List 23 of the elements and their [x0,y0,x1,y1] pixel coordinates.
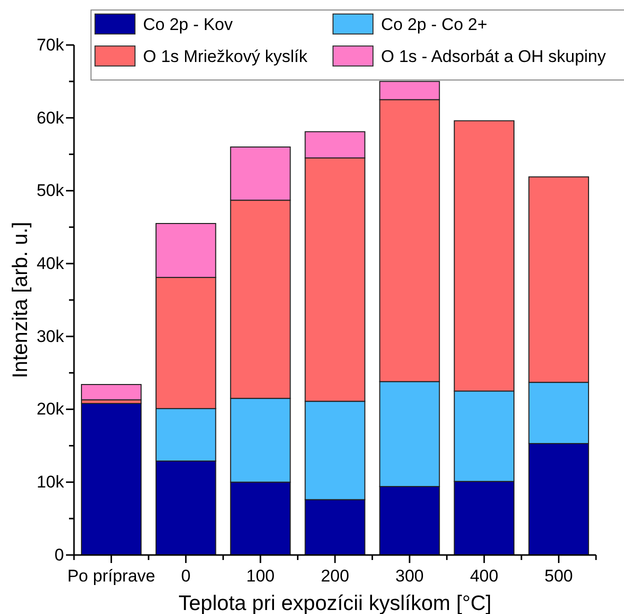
y-tick-label: 50k [36,181,64,200]
legend-label: O 1s - Adsorbát a OH skupiny [381,47,606,66]
x-axis-title: Teplota pri expozícii kyslíkom [°C] [178,592,492,614]
x-tick-label: 0 [181,566,191,586]
legend-label: Co 2p - Kov [143,15,234,34]
x-tick-label: 300 [395,566,424,586]
y-tick-label: 30k [36,326,64,346]
y-tick-label: 70k [36,35,64,54]
y-tick-label: 10k [36,472,64,492]
y-tick-label: 20k [36,400,64,419]
y-tick-label: 0 [54,545,64,564]
y-tick-label: 40k [36,254,64,274]
y-tick-label: 60k [36,108,64,128]
legend-label: Co 2p - Co 2+ [381,15,488,34]
x-tick-label: 400 [470,566,498,586]
x-tick-label: 100 [246,566,275,586]
x-tick-label: 200 [320,566,350,586]
y-axis-title: Intenzita [arb. u.] [9,222,32,378]
x-tick-label: 500 [544,566,573,586]
bar [80,402,142,556]
legend-label: O 1s Mriežkový kyslík [143,47,308,66]
x-tick-label: Po príprave [67,566,156,586]
bar [80,384,142,400]
